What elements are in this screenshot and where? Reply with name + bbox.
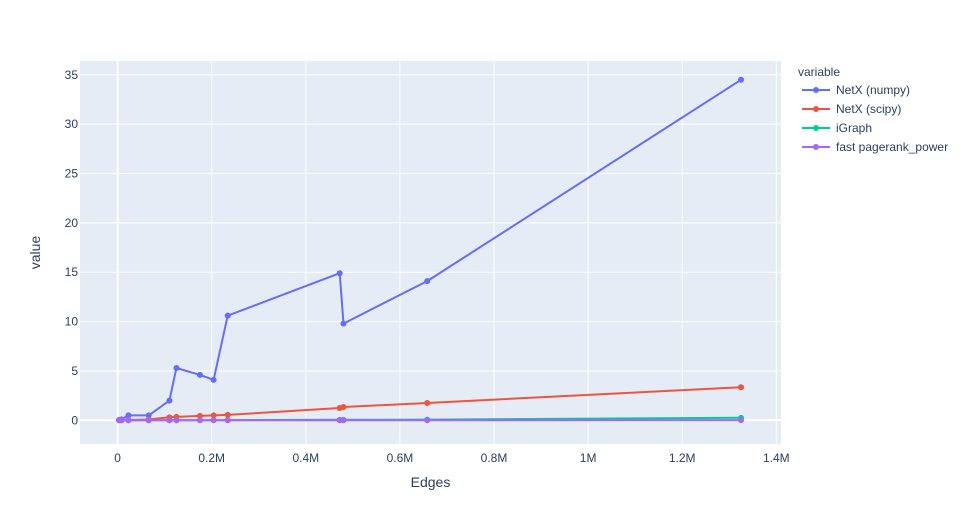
data-point[interactable] bbox=[225, 313, 231, 319]
legend-item[interactable]: NetX (scipy) bbox=[802, 102, 901, 116]
legend-swatch-marker bbox=[813, 106, 819, 112]
data-point[interactable] bbox=[337, 270, 343, 276]
legend-label: NetX (scipy) bbox=[836, 102, 901, 116]
x-tick-label: 0 bbox=[114, 451, 121, 465]
x-tick-label: 0.8M bbox=[481, 451, 508, 465]
legend-swatch-marker bbox=[813, 125, 819, 131]
data-point[interactable] bbox=[738, 384, 744, 390]
y-tick-label: 5 bbox=[71, 364, 78, 378]
y-axis-ticks: 0 5 10 15 20 25 30 35 bbox=[65, 68, 79, 427]
data-point[interactable] bbox=[166, 417, 172, 423]
y-tick-label: 25 bbox=[65, 167, 79, 181]
data-point[interactable] bbox=[738, 77, 744, 83]
legend-label: iGraph bbox=[836, 121, 872, 135]
data-point[interactable] bbox=[340, 321, 346, 327]
legend-label: fast pagerank_power bbox=[836, 140, 948, 154]
y-tick-label: 15 bbox=[65, 265, 79, 279]
legend-swatch-marker bbox=[813, 87, 819, 93]
data-point[interactable] bbox=[173, 365, 179, 371]
legend[interactable]: variable NetX (numpy) NetX (scipy) iGraph f… bbox=[798, 65, 948, 154]
y-tick-label: 10 bbox=[65, 315, 79, 329]
x-tick-label: 0.2M bbox=[198, 451, 225, 465]
y-axis-title: value bbox=[27, 236, 43, 270]
y-tick-label: 0 bbox=[71, 413, 78, 427]
x-tick-label: 1M bbox=[580, 451, 597, 465]
data-point[interactable] bbox=[225, 417, 231, 423]
data-point[interactable] bbox=[166, 398, 172, 404]
data-point[interactable] bbox=[211, 417, 217, 423]
data-point[interactable] bbox=[118, 417, 124, 423]
legend-item[interactable]: fast pagerank_power bbox=[802, 140, 948, 154]
x-axis-ticks: 0 0.2M 0.4M 0.6M 0.8M 1M 1.2M 1.4M bbox=[114, 451, 789, 465]
legend-label: NetX (numpy) bbox=[836, 83, 910, 97]
data-point[interactable] bbox=[211, 377, 217, 383]
data-point[interactable] bbox=[340, 404, 346, 410]
data-point[interactable] bbox=[225, 412, 231, 418]
x-axis-title: Edges bbox=[411, 474, 451, 490]
data-point[interactable] bbox=[424, 417, 430, 423]
data-point[interactable] bbox=[424, 278, 430, 284]
data-point[interactable] bbox=[424, 400, 430, 406]
plot-area bbox=[80, 61, 781, 444]
x-tick-label: 1.2M bbox=[669, 451, 696, 465]
data-point[interactable] bbox=[738, 417, 744, 423]
y-tick-label: 20 bbox=[65, 216, 79, 230]
x-tick-label: 0.4M bbox=[292, 451, 319, 465]
legend-swatch-marker bbox=[813, 144, 819, 150]
legend-items[interactable]: NetX (numpy) NetX (scipy) iGraph fast pager… bbox=[802, 83, 948, 154]
y-tick-label: 30 bbox=[65, 117, 79, 131]
data-point[interactable] bbox=[173, 417, 179, 423]
legend-item[interactable]: NetX (numpy) bbox=[802, 83, 910, 97]
legend-item[interactable]: iGraph bbox=[802, 121, 872, 135]
legend-title: variable bbox=[798, 65, 840, 79]
data-point[interactable] bbox=[146, 417, 152, 423]
y-tick-label: 35 bbox=[65, 68, 79, 82]
x-tick-label: 1.4M bbox=[763, 451, 790, 465]
data-point[interactable] bbox=[197, 417, 203, 423]
data-point[interactable] bbox=[340, 417, 346, 423]
data-point[interactable] bbox=[125, 417, 131, 423]
x-tick-label: 0.6M bbox=[387, 451, 414, 465]
data-point[interactable] bbox=[197, 372, 203, 378]
